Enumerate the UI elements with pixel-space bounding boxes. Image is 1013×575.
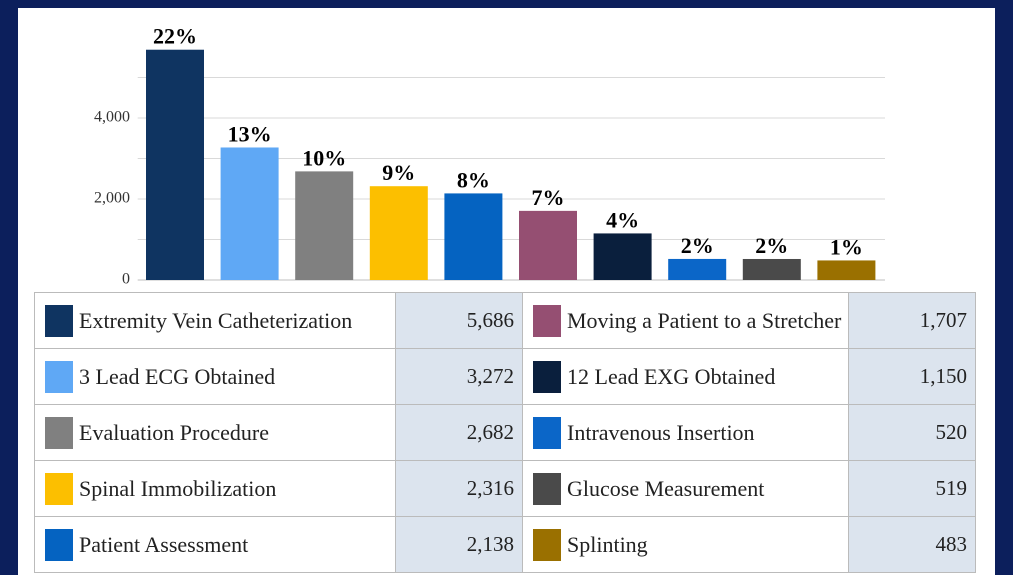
legend-value: 520 [848,404,976,461]
legend-entry: Moving a Patient to a Stretcher [523,304,848,337]
legend-table: Extremity Vein Catheterization 5,686 Movin… [34,292,976,573]
legend-label: Evaluation Procedure [79,419,269,445]
legend-swatch [533,304,561,337]
bar [220,147,279,280]
legend-value: 519 [848,460,976,517]
legend-row: Patient Assessment 2,138 Splinting 483 [34,516,976,573]
legend-cell: Moving a Patient to a Stretcher [522,292,849,349]
legend-label: Intravenous Insertion [567,419,755,445]
legend-label: Spinal Immobilization [79,475,277,501]
legend-value: 2,138 [395,516,523,573]
y-tick-label: 0 [122,271,130,288]
legend-entry: Patient Assessment [35,528,395,561]
legend-value: 483 [848,516,976,573]
bar [519,210,577,280]
legend-swatch [533,528,561,561]
legend-row: Evaluation Procedure 2,682 Intravenous Ins… [34,404,976,461]
bar [146,49,204,281]
y-tick-label: 4,000 [94,109,130,126]
legend-label: Glucose Measurement [567,475,765,501]
legend-swatch [45,304,73,337]
legend-swatch [45,528,73,561]
legend-cell: Evaluation Procedure [34,404,396,461]
legend-row: 3 Lead ECG Obtained 3,272 12 Lead EXG Obta… [34,348,976,405]
legend-entry: Extremity Vein Catheterization [35,304,395,337]
bar [742,258,801,280]
legend-cell: Patient Assessment [34,516,396,573]
legend-swatch [533,472,561,505]
legend-value: 2,316 [395,460,523,517]
percent-label: 2% [755,233,788,258]
legend-cell: Spinal Immobilization [34,460,396,517]
percent-label: 8% [457,167,490,192]
legend-value: 2,682 [395,404,523,461]
bar [295,171,354,280]
legend-entry: 12 Lead EXG Obtained [523,360,848,393]
bar [593,233,652,280]
legend-cell: Splinting [522,516,849,573]
legend-label: 12 Lead EXG Obtained [567,363,776,389]
legend-row: Extremity Vein Catheterization 5,686 Movin… [34,292,976,349]
legend-value: 1,150 [848,348,976,405]
y-tick-label: 2,000 [94,190,130,207]
legend-value: 5,686 [395,292,523,349]
percent-label: 4% [606,207,639,232]
legend-cell: 12 Lead EXG Obtained [522,348,849,405]
bar [444,193,503,280]
legend-swatch [533,416,561,449]
legend-value: 3,272 [395,348,523,405]
legend-cell: Glucose Measurement [522,460,849,517]
legend-label: Moving a Patient to a Stretcher [567,307,842,333]
percent-label: 2% [681,233,714,258]
percent-label: 9% [382,160,415,185]
legend-entry: Spinal Immobilization [35,472,395,505]
legend-label: 3 Lead ECG Obtained [79,363,276,389]
legend-row: Spinal Immobilization 2,316 Glucose Measur… [34,460,976,517]
percent-label: 22% [153,24,197,49]
legend-entry: Glucose Measurement [523,472,848,505]
legend-entry: Splinting [523,528,848,561]
legend-entry: 3 Lead ECG Obtained [35,360,395,393]
legend-label: Extremity Vein Catheterization [79,307,353,333]
legend-swatch [533,360,561,393]
legend-swatch [45,416,73,449]
percent-label: 1% [830,234,863,259]
bar [668,258,727,280]
legend-swatch [45,472,73,505]
legend-entry: Intravenous Insertion [523,416,848,449]
bar [817,260,876,280]
percent-label: 7% [532,185,565,210]
legend-label: Patient Assessment [79,531,249,557]
percent-label: 10% [302,145,346,170]
legend-swatch [45,360,73,393]
legend-cell: Intravenous Insertion [522,404,849,461]
legend-label: Splinting [567,531,648,557]
bar [369,186,428,280]
legend-value: 1,707 [848,292,976,349]
legend-cell: 3 Lead ECG Obtained [34,348,396,405]
legend-entry: Evaluation Procedure [35,416,395,449]
percent-label: 13% [228,121,272,146]
legend-cell: Extremity Vein Catheterization [34,292,396,349]
